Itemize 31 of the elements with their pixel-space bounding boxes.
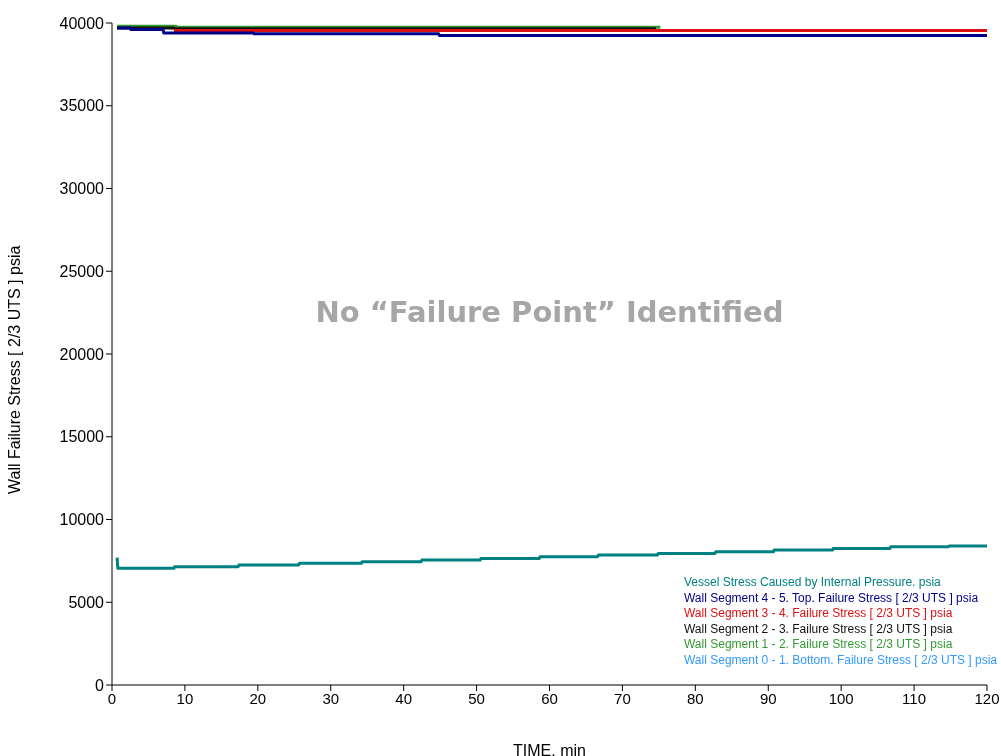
x-tick-label: 70 [614,689,631,707]
y-tick-label: 25000 [59,262,105,280]
y-tick-label: 30000 [59,180,105,198]
x-tick-label: 10 [176,689,194,707]
y-tick-label: 10000 [59,511,105,529]
text: Wall Segment 3 - 4. Failure Stress [ 2/3 UTS ] psia [683,606,954,622]
x-tick-label: 20 [249,689,267,707]
x-tick-label: 0 [107,689,117,707]
y-tick-label: 20000 [59,345,105,363]
x-tick-label: 50 [468,689,485,707]
x-tick-label: 110 [902,689,927,707]
x-tick-label: 30 [322,689,340,707]
y-tick-label: 35000 [59,97,105,115]
y-tick-label: 40000 [59,14,105,32]
y-tick-label: 0 [95,676,105,694]
x-tick-label: 40 [395,689,413,707]
series-label: Vessel Stress Caused by Internal Pressure. psia [683,575,942,591]
x-axis-title: TIME. min [513,742,586,756]
y-tick-label: 15000 [59,428,105,446]
text: Wall Segment 2 - 3. Failure Stress [ 2/3 UTS ] psia [683,621,954,637]
text: Wall Segment 4 - 5. Top. Failure Stress [ 2/3 UTS ] psia [683,590,980,606]
legend-label: Wall Segment 0 - 1. Bottom. Failure Stress [ 2/3 UTS ] psia [683,652,997,668]
annotation: No “Failure Point” Identified [314,295,785,329]
x-tick-label: 100 [828,689,854,707]
x-tick-label: 90 [759,689,777,707]
y-axis-title: Wall Failure Stress [ 2/3 UTS ] psia [5,245,23,494]
x-tick-label: 120 [974,689,1000,707]
x-tick-label: 60 [541,689,558,707]
x-tick-label: 80 [686,689,704,707]
text: Wall Segment 1 - 2. Failure Stress [ 2/3 UTS ] psia [683,637,954,653]
y-tick-label: 5000 [68,593,105,611]
